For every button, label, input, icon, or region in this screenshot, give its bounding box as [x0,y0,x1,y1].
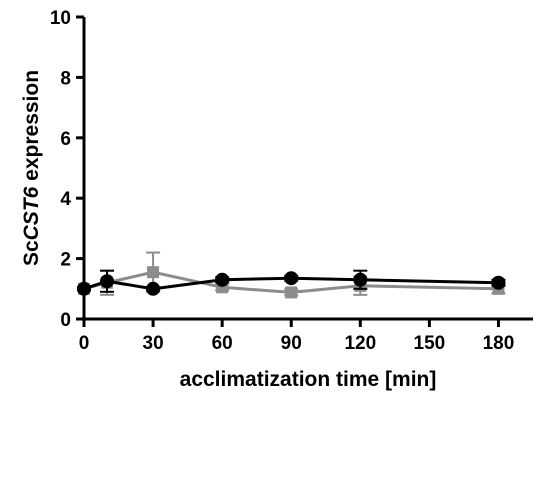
series-layer [77,251,506,299]
data-point [215,272,230,287]
y-tick-label: 8 [60,68,71,89]
axes [82,17,533,321]
data-point [284,271,299,286]
x-tick-label: 90 [281,333,302,354]
y-axis-title-prefix: Sc [20,240,43,266]
data-point [147,266,160,279]
y-tick-label: 2 [60,250,71,271]
y-ticks: 0 2 4 6 8 10 [50,8,84,331]
x-tick-label: 150 [414,333,446,354]
data-point [353,272,368,287]
x-ticks: 0 30 60 90 120 150 180 [79,319,515,354]
y-axis-title: ScCST6 expression [20,70,43,266]
y-tick-label: 10 [50,8,71,29]
y-axis-title-suffix: expression [20,70,43,187]
y-tick-label: 4 [60,189,71,210]
y-tick-label: 6 [60,129,71,150]
data-point [77,281,91,296]
x-axis-title: acclimatization time [min] [180,368,437,391]
data-point [491,275,506,290]
data-point [285,286,298,299]
x-tick-label: 60 [212,333,233,354]
x-tick-label: 180 [483,333,515,354]
y-tick-label: 0 [60,310,71,331]
y-axis-title-gene: CST6 [20,186,43,240]
data-point [100,274,115,289]
x-tick-label: 120 [344,333,376,354]
x-tick-label: 30 [143,333,164,354]
x-tick-label: 0 [79,333,90,354]
data-point [146,281,161,296]
series-circle [77,269,506,296]
